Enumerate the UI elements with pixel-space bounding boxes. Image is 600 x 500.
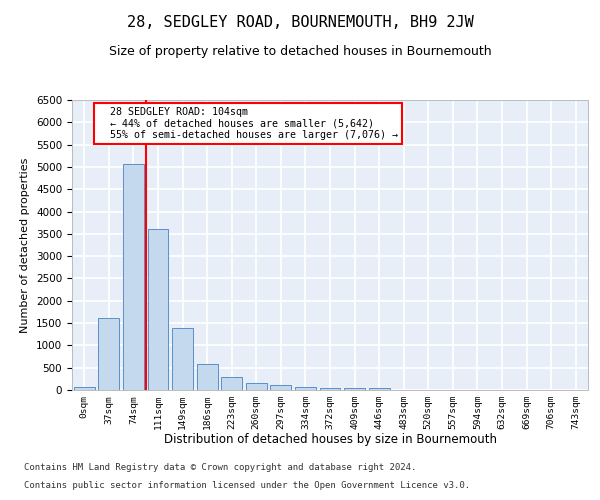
Bar xyxy=(98,318,119,390)
Bar xyxy=(368,388,389,390)
Bar xyxy=(344,388,365,390)
Text: Size of property relative to detached houses in Bournemouth: Size of property relative to detached ho… xyxy=(109,45,491,58)
Bar xyxy=(148,230,169,390)
Bar xyxy=(123,164,144,390)
Bar xyxy=(320,388,340,390)
Text: Distribution of detached houses by size in Bournemouth: Distribution of detached houses by size … xyxy=(163,432,497,446)
Bar xyxy=(271,385,292,390)
Text: 28, SEDGLEY ROAD, BOURNEMOUTH, BH9 2JW: 28, SEDGLEY ROAD, BOURNEMOUTH, BH9 2JW xyxy=(127,15,473,30)
Text: 28 SEDGLEY ROAD: 104sqm
  ← 44% of detached houses are smaller (5,642)
  55% of : 28 SEDGLEY ROAD: 104sqm ← 44% of detache… xyxy=(98,106,398,140)
Bar xyxy=(197,364,218,390)
Bar xyxy=(74,386,95,390)
Text: Contains HM Land Registry data © Crown copyright and database right 2024.: Contains HM Land Registry data © Crown c… xyxy=(24,464,416,472)
Bar xyxy=(246,384,267,390)
Bar xyxy=(221,377,242,390)
Bar xyxy=(172,328,193,390)
Y-axis label: Number of detached properties: Number of detached properties xyxy=(20,158,31,332)
Text: Contains public sector information licensed under the Open Government Licence v3: Contains public sector information licen… xyxy=(24,481,470,490)
Bar xyxy=(295,386,316,390)
